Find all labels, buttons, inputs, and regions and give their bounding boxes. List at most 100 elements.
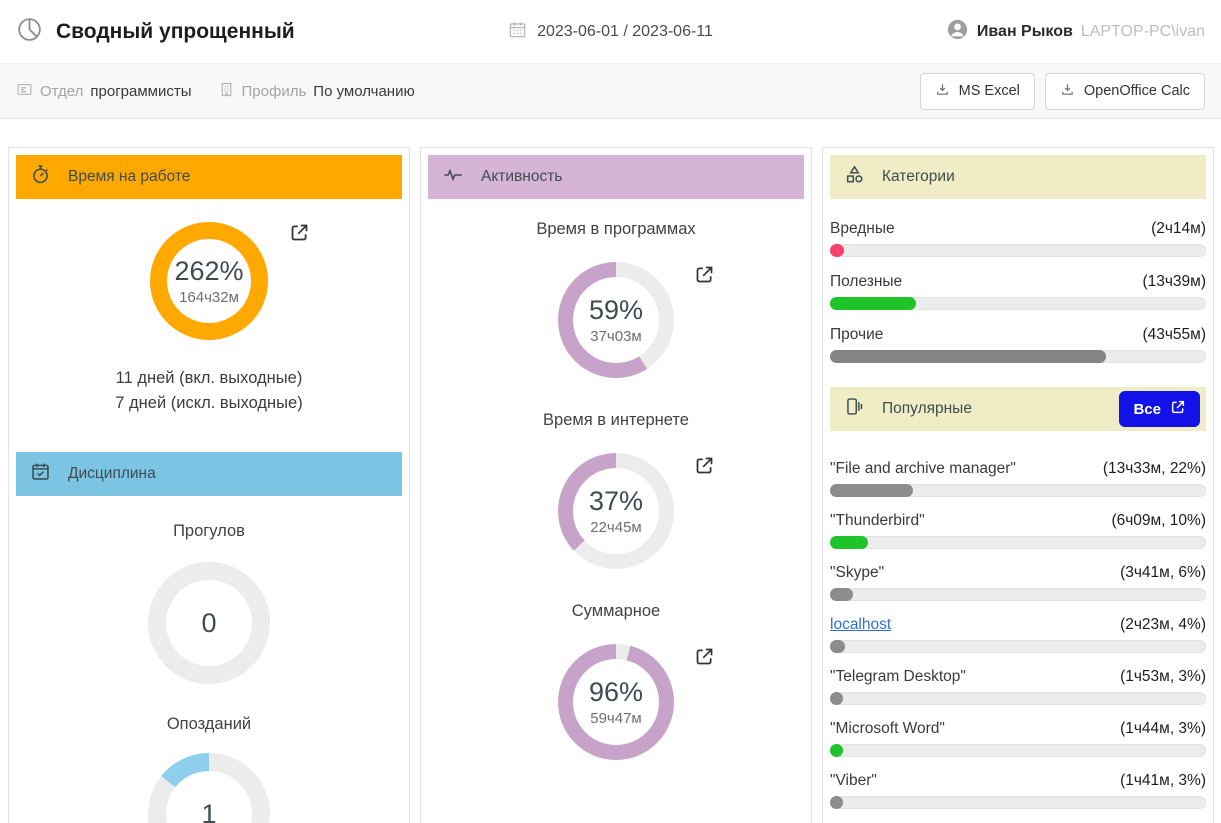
profile-label: Профиль	[241, 82, 307, 100]
popular-item-label: "Telegram Desktop"	[830, 668, 966, 685]
worktime-days-summary: 11 дней (вкл. выходные) 7 дней (искл. вы…	[16, 366, 402, 416]
download-icon	[1060, 82, 1075, 101]
progress-track	[830, 484, 1206, 497]
popular-row: "Telegram Desktop" (1ч53м, 3%)	[830, 668, 1206, 705]
truancy-label: Прогулов	[173, 522, 245, 540]
progress-fill	[830, 744, 843, 757]
user-info: Иван Рыков LAPTOP-PC\ivan	[713, 18, 1205, 46]
category-row: Полезные (13ч39м)	[830, 273, 1206, 310]
internet-time-label: Время в интернете	[543, 411, 689, 429]
pulse-icon	[442, 164, 464, 191]
popular-row: localhost (2ч23м, 4%)	[830, 616, 1206, 653]
external-link-icon[interactable]	[289, 222, 310, 243]
category-other-value: (43ч55м)	[1142, 326, 1206, 343]
export-openoffice-calc-label: OpenOffice Calc	[1083, 83, 1190, 99]
popular-row: "Thunderbird" (6ч09м, 10%)	[830, 512, 1206, 549]
external-link-icon[interactable]	[694, 264, 715, 285]
user-name: Иван Рыков	[976, 22, 1073, 40]
worktime-discipline-card: Время на работе 262% 164ч32м 11 дней (вк…	[8, 147, 410, 823]
export-ms-excel-button[interactable]: MS Excel	[919, 72, 1035, 110]
category-useful-label: Полезные	[830, 273, 903, 290]
truancy-donut-widget: 0	[148, 562, 270, 684]
export-openoffice-calc-button[interactable]: OpenOffice Calc	[1044, 72, 1205, 110]
programs-time-label: Время в программах	[536, 220, 696, 238]
popular-section-title: Популярные	[882, 400, 972, 417]
total-donut: 96% 59ч47м	[558, 644, 674, 760]
building-icon	[218, 81, 235, 102]
internet-donut: 37% 22ч45м	[558, 453, 674, 569]
progress-fill	[830, 796, 843, 809]
progress-fill-other	[830, 350, 1106, 363]
id-card-icon	[16, 81, 33, 102]
brand: Сводный упрощенный	[16, 16, 508, 48]
page-title: Сводный упрощенный	[56, 19, 295, 43]
pie-chart-logo-icon	[16, 16, 43, 48]
programs-donut-widget: 59% 37ч03м	[558, 262, 713, 378]
popular-item-label: "Microsoft Word"	[830, 720, 945, 737]
external-link-icon[interactable]	[694, 646, 715, 667]
worktime-section-title: Время на работе	[68, 168, 191, 185]
progress-fill	[830, 692, 843, 705]
internet-time: 22ч45м	[590, 519, 642, 536]
progress-fill	[830, 484, 913, 497]
popular-section-header: Популярные Все	[830, 387, 1206, 431]
popular-item-value: (1ч41м, 3%)	[1120, 772, 1206, 789]
popular-item-label: "Viber"	[830, 772, 877, 789]
total-percent: 96%	[588, 677, 644, 707]
progress-track	[830, 796, 1206, 809]
days-excluding-weekends: 7 дней (искл. выходные)	[115, 394, 303, 412]
lateness-label: Опозданий	[166, 715, 252, 733]
worktime-donut: 262% 164ч32м	[150, 222, 268, 340]
category-harmful-label: Вредные	[830, 220, 895, 237]
profile-filter: Профиль По умолчанию	[218, 81, 415, 102]
progress-fill	[830, 588, 853, 601]
internet-percent: 37%	[588, 486, 644, 516]
filters-toolbar: Отдел программисты Профиль По умолчанию …	[0, 63, 1221, 119]
worktime-donut-widget: 262% 164ч32м	[150, 222, 308, 340]
progress-track	[830, 244, 1206, 257]
show-all-button[interactable]: Все	[1119, 391, 1200, 427]
activity-section-title: Активность	[481, 168, 563, 185]
category-other-label: Прочие	[830, 326, 884, 343]
stopwatch-icon	[30, 164, 51, 190]
programs-percent: 59%	[588, 295, 644, 325]
truancy-value: 0	[201, 607, 217, 638]
progress-fill	[830, 640, 846, 653]
discipline-section-header: Дисциплина	[16, 452, 402, 496]
discipline-section-title: Дисциплина	[68, 465, 156, 482]
progress-track	[830, 588, 1206, 601]
popular-item-label: "Thunderbird"	[830, 512, 925, 529]
show-all-label: Все	[1133, 400, 1161, 418]
worktime-section-header: Время на работе	[16, 155, 402, 199]
calendar-icon	[508, 20, 527, 44]
worktime-percent: 262%	[174, 256, 244, 286]
popular-item-value: (1ч44м, 3%)	[1120, 720, 1206, 737]
external-link-icon[interactable]	[694, 455, 715, 476]
progress-track	[830, 744, 1206, 757]
programs-donut: 59% 37ч03м	[558, 262, 674, 378]
category-shapes-icon	[844, 164, 865, 190]
popular-row: "Microsoft Word" (1ч44м, 3%)	[830, 720, 1206, 757]
total-donut-widget: 96% 59ч47м	[558, 644, 713, 760]
department-value: программисты	[90, 82, 192, 100]
days-including-weekends: 11 дней (вкл. выходные)	[115, 369, 303, 387]
programs-time: 37ч03м	[590, 328, 642, 345]
popular-item-value: (3ч41м, 6%)	[1120, 564, 1206, 581]
localhost-link[interactable]: localhost	[830, 616, 892, 633]
department-label: Отдел	[40, 82, 84, 100]
progress-track	[830, 297, 1206, 310]
category-harmful-value: (2ч14м)	[1151, 220, 1206, 237]
popular-row: "File and archive manager" (13ч33м, 22%)	[830, 460, 1206, 497]
date-range-picker[interactable]: 2023-06-01 / 2023-06-11	[508, 20, 713, 44]
date-range-value: 2023-06-01 / 2023-06-11	[537, 22, 713, 40]
lateness-value: 1	[201, 798, 217, 823]
lateness-donut-widget: 1	[148, 753, 270, 823]
truancy-donut: 0	[148, 562, 270, 684]
app-windows-icon	[844, 396, 865, 422]
popular-row: "Skype" (3ч41м, 6%)	[830, 564, 1206, 601]
worktime-time: 164ч32м	[179, 289, 239, 306]
progress-fill-useful	[830, 297, 916, 310]
total-time-label: Суммарное	[571, 602, 661, 620]
progress-track	[830, 692, 1206, 705]
popular-item-value: (6ч09м, 10%)	[1111, 512, 1206, 529]
